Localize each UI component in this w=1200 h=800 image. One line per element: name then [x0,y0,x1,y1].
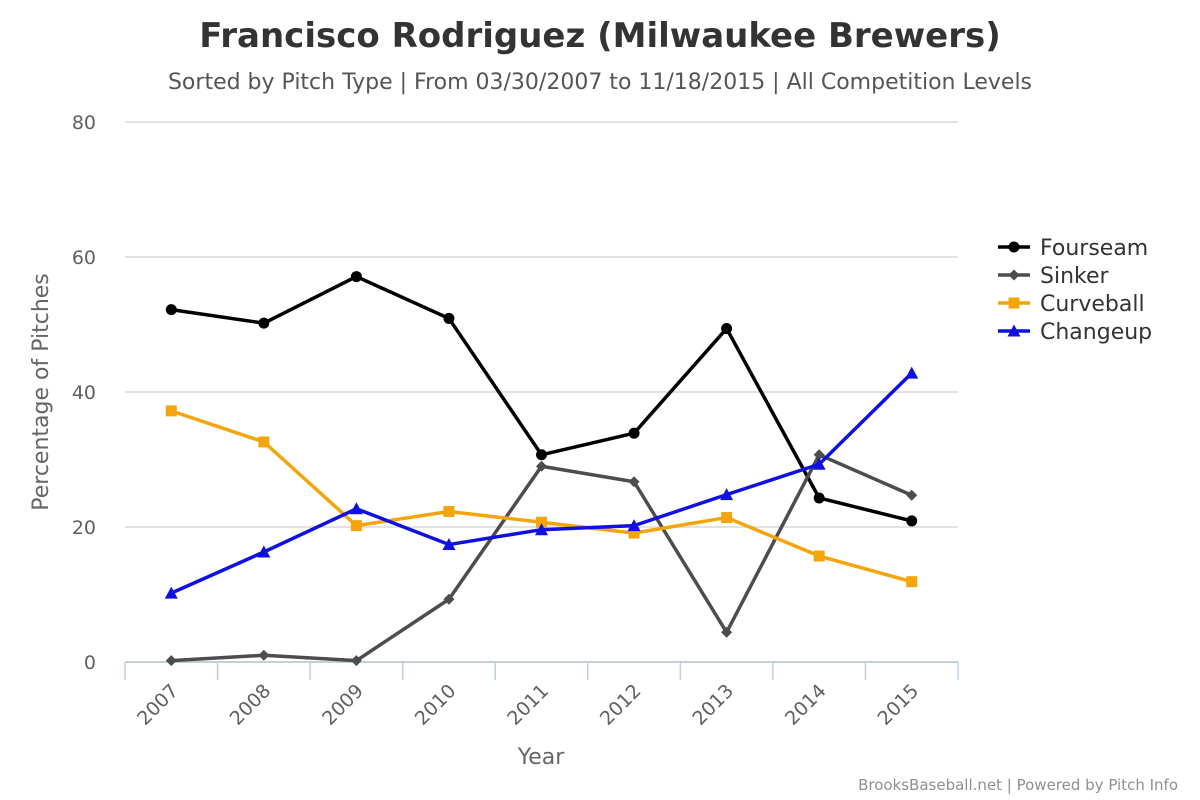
series-changeup [164,366,919,599]
legend-item-sinker[interactable]: Sinker [998,264,1110,289]
chart-title: Francisco Rodriguez (Milwaukee Brewers) [199,16,1001,56]
data-point [721,323,733,335]
credits-text: BrooksBaseball.net | Powered by Pitch In… [858,776,1178,794]
data-point [443,312,455,324]
data-point [628,527,640,539]
data-point [258,649,270,661]
data-point [165,304,177,316]
series-curveball [165,405,918,588]
data-point [443,593,455,605]
data-point [905,366,919,379]
data-point [1008,241,1020,253]
data-point [536,460,547,472]
data-point [165,655,177,667]
data-point [164,586,178,599]
y-tick-label: 40 [72,382,96,404]
data-point [442,538,456,551]
x-tick-label: 2011 [503,680,553,730]
y-tick-label: 60 [72,247,96,269]
data-point [536,449,547,461]
chart-subtitle: Sorted by Pitch Type | From 03/30/2007 t… [168,70,1032,95]
x-tick-label: 2013 [688,680,738,730]
data-point [906,489,918,501]
series-group [164,271,919,667]
x-axis: 2007 2008 2009 2010 2011 2012 2013 2014 2015 [124,661,959,730]
x-axis-title: Year [517,745,566,770]
y-tick-label: 20 [72,517,96,539]
data-point [535,523,548,536]
legend-label: Sinker [1040,264,1110,289]
legend: Fourseam Sinker Curveball Changeup [998,236,1152,345]
data-point [812,457,826,470]
data-point [813,492,825,504]
legend-item-changeup[interactable]: Changeup [998,320,1152,345]
legend-label: Changeup [1040,320,1152,345]
data-point [1007,324,1021,337]
legend-item-fourseam[interactable]: Fourseam [998,236,1148,261]
x-tick-label: 2007 [133,680,183,730]
legend-label: Curveball [1040,292,1145,317]
series-line-sinker [169,453,914,663]
data-point [813,449,825,461]
data-point [1008,297,1020,309]
data-point [349,502,363,515]
data-point [258,436,270,448]
data-point [628,427,640,439]
y-axis-title: Percentage of Pitches [29,273,54,511]
y-axis-ticks: 0 20 40 60 80 [72,112,96,674]
x-tick-label: 2008 [226,680,276,730]
series-sinker [165,449,918,667]
legend-item-curveball[interactable]: Curveball [998,292,1145,317]
y-tick-label: 80 [72,112,96,134]
x-tick-label: 2009 [318,680,368,730]
y-tick-label: 0 [84,652,96,674]
data-point [813,550,825,562]
data-point [350,271,362,283]
data-point [627,519,641,532]
data-point [443,505,455,517]
data-point [350,520,362,532]
data-point [721,512,733,524]
x-tick-label: 2014 [781,680,831,730]
data-point [1008,269,1020,281]
series-line-curveball [169,409,914,584]
x-tick-label: 2010 [411,680,461,730]
data-point [906,576,918,588]
data-point [536,516,547,528]
series-fourseam [165,271,918,527]
data-point [350,655,362,667]
data-point [258,317,270,329]
legend-label: Fourseam [1040,236,1148,261]
x-tick-label: 2015 [874,680,924,730]
data-point [906,515,918,527]
data-point [628,476,640,488]
series-line-fourseam [169,274,914,523]
data-point [721,626,733,638]
x-tick-label: 2012 [596,680,646,730]
data-point [257,545,271,558]
data-point [165,405,177,417]
series-line-changeup [169,371,914,595]
data-point [720,488,734,501]
